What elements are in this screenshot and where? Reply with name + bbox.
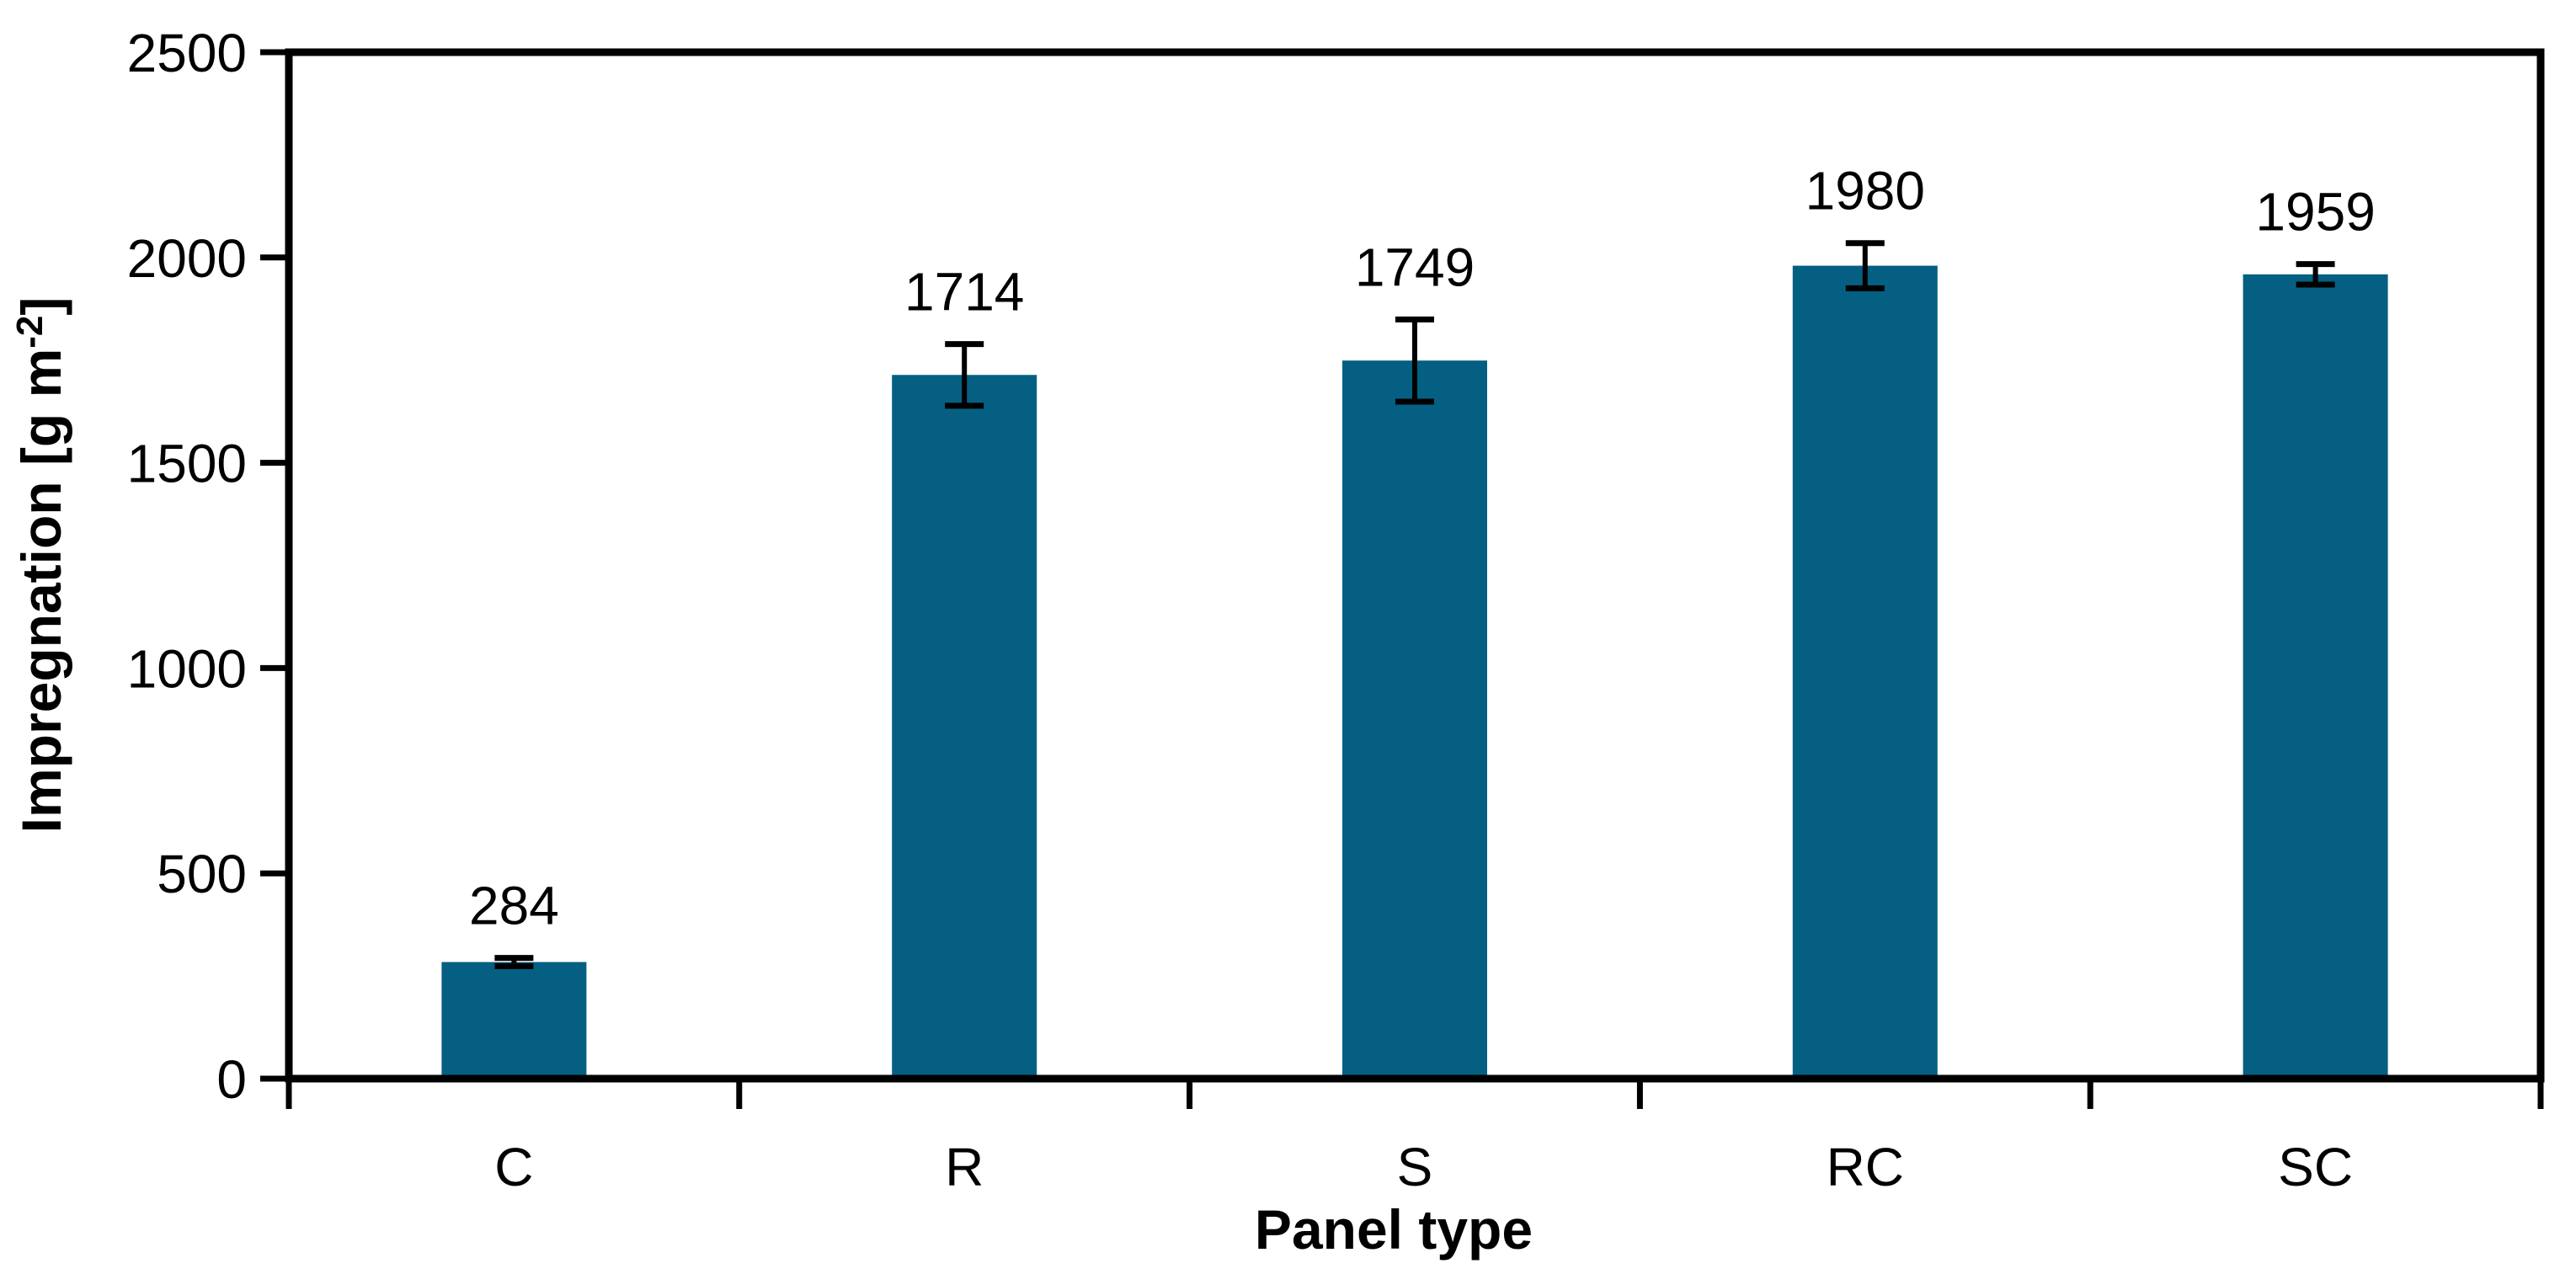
plot-frame bbox=[285, 48, 2545, 1083]
y-axis-tick-label: 0 bbox=[216, 1049, 247, 1110]
bar-value-label-r: 1714 bbox=[904, 262, 1024, 322]
bar-value-label-c: 284 bbox=[469, 876, 559, 936]
bar-value-label-sc: 1959 bbox=[2255, 182, 2375, 243]
bars-layer bbox=[441, 265, 2388, 1079]
y-axis-tick-label: 2500 bbox=[127, 23, 247, 83]
bar-value-label-s: 1749 bbox=[1355, 237, 1475, 297]
data-labels-layer: 284 1714 1749 1980 1959 bbox=[469, 161, 2376, 936]
y-axis-title-superscript: -2 bbox=[9, 316, 51, 349]
y-axis-tick-label: 2000 bbox=[127, 228, 247, 289]
bar-c bbox=[441, 962, 587, 1079]
y-axis-tick-label: 1500 bbox=[127, 434, 247, 494]
x-axis-category-label-sc: SC bbox=[2278, 1137, 2353, 1197]
bar-s bbox=[1342, 360, 1487, 1079]
x-axis-category-label-s: S bbox=[1397, 1137, 1433, 1197]
y-axis: 0 500 1000 1500 2000 2500 bbox=[127, 23, 285, 1110]
x-axis: C R S RC SC bbox=[285, 1082, 2544, 1197]
bar-rc bbox=[1792, 265, 1938, 1079]
bar-r bbox=[892, 375, 1037, 1079]
y-axis-title-main: Impregnation [g m bbox=[10, 349, 72, 834]
x-axis-category-label-r: R bbox=[945, 1137, 984, 1197]
y-axis-title: Impregnation [g m-2] bbox=[9, 297, 72, 834]
x-axis-title: Panel type bbox=[1255, 1198, 1533, 1261]
y-axis-tick-label: 500 bbox=[157, 844, 247, 904]
bar-sc bbox=[2243, 274, 2388, 1079]
y-axis-tick-label: 1000 bbox=[127, 638, 247, 699]
y-axis-title-end: ] bbox=[10, 297, 72, 316]
x-axis-category-label-c: C bbox=[494, 1137, 533, 1197]
x-axis-category-label-rc: RC bbox=[1827, 1137, 1904, 1197]
bar-value-label-rc: 1980 bbox=[1805, 161, 1925, 221]
error-bars-layer bbox=[494, 240, 2335, 969]
